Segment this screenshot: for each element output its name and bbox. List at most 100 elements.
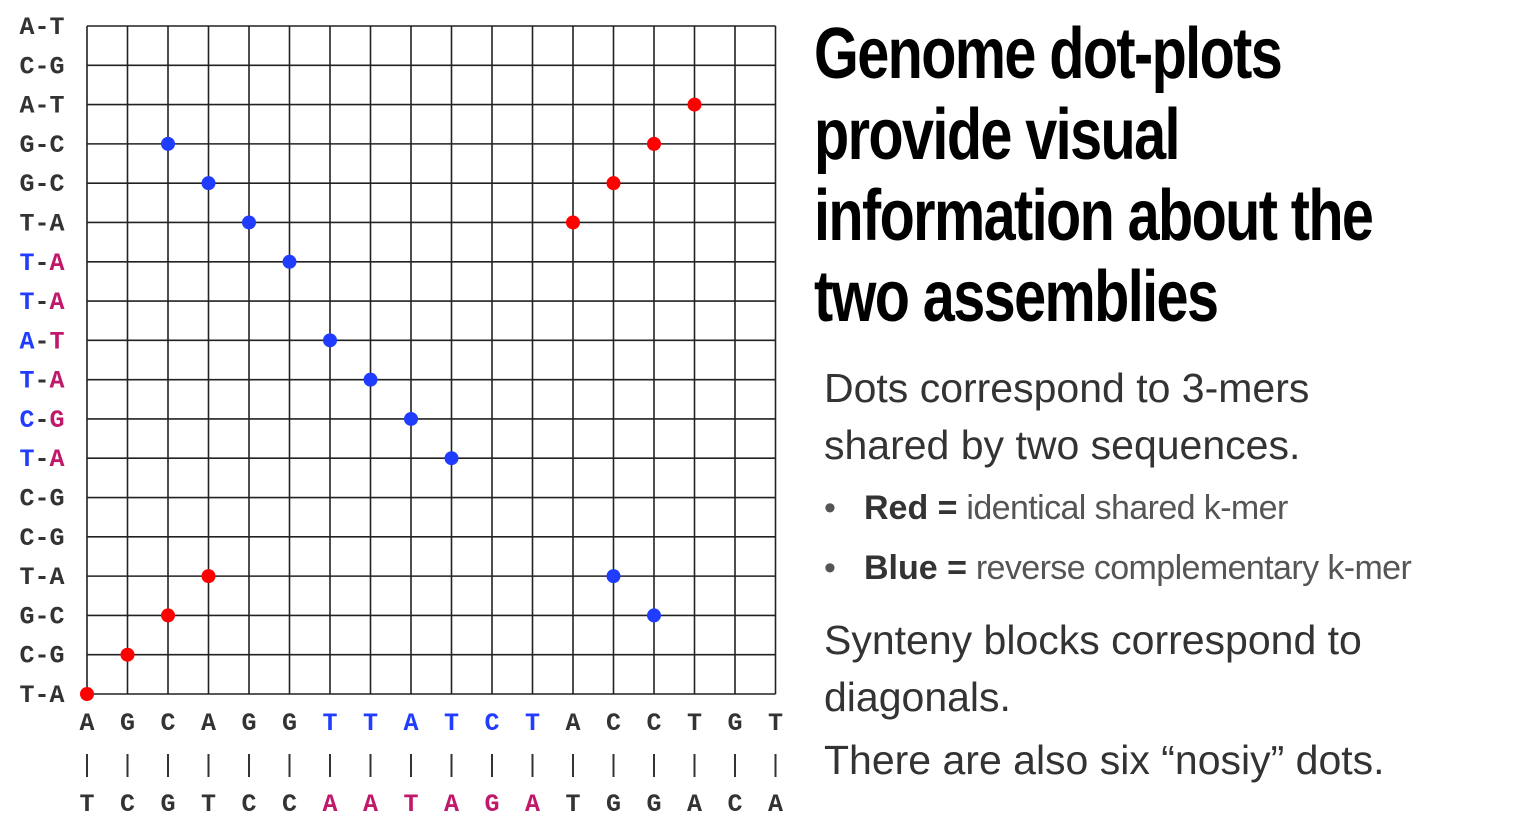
row-label-base-top: C (19, 642, 34, 671)
row-label-base-bottom: G (50, 406, 65, 435)
red-dot (201, 569, 216, 584)
row-label-base-bottom: A (50, 563, 65, 592)
red-dot (161, 608, 175, 623)
base-pair-bar: | (646, 751, 661, 780)
row-label-base-bottom: A (50, 288, 65, 317)
row-label-base-bottom: G (50, 52, 65, 81)
top-sequence-base: A (79, 709, 94, 738)
row-label-base-bottom: T (50, 327, 65, 356)
y-axis-sequence-labels: A-TC-GA-TG-CG-CT-AT-AT-AA-TT-AC-GT-AC-GC… (19, 13, 64, 710)
row-label-base-bottom: A (50, 249, 65, 278)
title-line: two assemblies (814, 257, 1219, 337)
x-axis-sequence-labels: A|TG|CC|GA|TG|CG|CT|AT|AA|TT|AC|GT|AA|TC… (79, 709, 783, 819)
blue-dot (444, 451, 459, 466)
complement-sequence-base: G (646, 790, 661, 819)
top-sequence-base: A (565, 709, 580, 738)
row-label-base-bottom: A (50, 209, 65, 238)
row-label-dash: - (34, 445, 49, 474)
row-label-dash: - (34, 602, 49, 631)
complement-sequence-base: G (160, 790, 175, 819)
complement-sequence-base: T (201, 790, 216, 819)
row-label-dash: - (34, 92, 49, 121)
row-label-base-top: T (19, 288, 34, 317)
complement-sequence-base: A (687, 790, 702, 819)
row-label-base-top: T (19, 445, 34, 474)
base-pair-bar: | (606, 751, 621, 780)
blue-dot (647, 608, 661, 623)
color-legend: • Red = identical shared k-mer • Blue = re… (824, 478, 1529, 598)
complement-sequence-base: A (322, 790, 337, 819)
row-label: T-A (19, 445, 64, 474)
row-label: A-T (19, 327, 64, 356)
row-label: G-C (19, 170, 64, 199)
row-label-base-bottom: A (50, 445, 65, 474)
row-label-base-top: A (19, 13, 34, 42)
blue-dot (161, 136, 175, 151)
complement-sequence-base: C (727, 790, 742, 819)
complement-sequence-base: T (565, 790, 580, 819)
row-label-base-bottom: C (50, 131, 65, 160)
complement-sequence-base: A (444, 790, 459, 819)
base-pair-bar: | (282, 751, 297, 780)
row-label-dash: - (34, 563, 49, 592)
base-pair-bar: | (79, 751, 94, 780)
complement-sequence-base: A (525, 790, 540, 819)
dots-explanation-line2: shared by two sequences. (824, 422, 1301, 468)
legend-item-blue: • Blue = reverse complementary k-mer (824, 538, 1529, 598)
complement-sequence-base: A (363, 790, 378, 819)
top-sequence-base: T (768, 709, 783, 738)
row-label-dash: - (34, 52, 49, 81)
row-label: C-G (19, 52, 64, 81)
row-label-base-bottom: C (50, 170, 65, 199)
row-label-base-top: T (19, 681, 34, 710)
base-pair-bar: | (201, 751, 216, 780)
row-label: T-A (19, 288, 64, 317)
top-sequence-base: A (201, 709, 216, 738)
row-label-base-top: G (19, 131, 34, 160)
row-label: G-C (19, 602, 64, 631)
row-label-base-bottom: G (50, 524, 65, 553)
row-label-dash: - (34, 406, 49, 435)
row-label-dash: - (34, 288, 49, 317)
row-label: C-G (19, 485, 64, 514)
top-sequence-base: C (484, 709, 499, 738)
red-dot (606, 176, 621, 191)
row-label-dash: - (34, 367, 49, 396)
red-dot (566, 215, 580, 230)
base-pair-bar: | (768, 751, 783, 780)
top-sequence-base: T (444, 709, 459, 738)
complement-sequence-base: G (606, 790, 621, 819)
blue-dot (606, 569, 621, 584)
row-label-base-bottom: C (50, 602, 65, 631)
title-line: provide visual (814, 95, 1181, 175)
row-label: T-A (19, 249, 64, 278)
page-title: Genome dot-plots provide visual informat… (814, 14, 1374, 338)
row-label: T-A (19, 681, 64, 710)
row-label-base-top: T (19, 367, 34, 396)
blue-dot (404, 411, 418, 426)
top-sequence-base: T (525, 709, 540, 738)
base-pair-bar: | (565, 751, 580, 780)
complement-sequence-base: C (120, 790, 135, 819)
complement-sequence-base: A (768, 790, 783, 819)
row-label: T-A (19, 367, 64, 396)
row-label: C-G (19, 406, 64, 435)
row-label: T-A (19, 209, 64, 238)
complement-sequence-base: C (241, 790, 256, 819)
row-label-base-bottom: A (50, 367, 65, 396)
top-sequence-base: C (646, 709, 661, 738)
title-line: information about the (814, 176, 1374, 256)
row-label-base-top: G (19, 170, 34, 199)
base-pair-bar: | (484, 751, 499, 780)
complement-sequence-base: T (79, 790, 94, 819)
legend-text: reverse complementary k-mer (966, 549, 1412, 587)
top-sequence-base: C (160, 709, 175, 738)
row-label-dash: - (34, 13, 49, 42)
dots-explanation-line1: Dots correspond to 3-mers (824, 365, 1310, 411)
row-label-base-top: C (19, 406, 34, 435)
row-label: C-G (19, 524, 64, 553)
row-label-base-top: T (19, 249, 34, 278)
base-pair-bar: | (363, 751, 378, 780)
blue-dot (282, 254, 297, 269)
top-sequence-base: G (282, 709, 297, 738)
